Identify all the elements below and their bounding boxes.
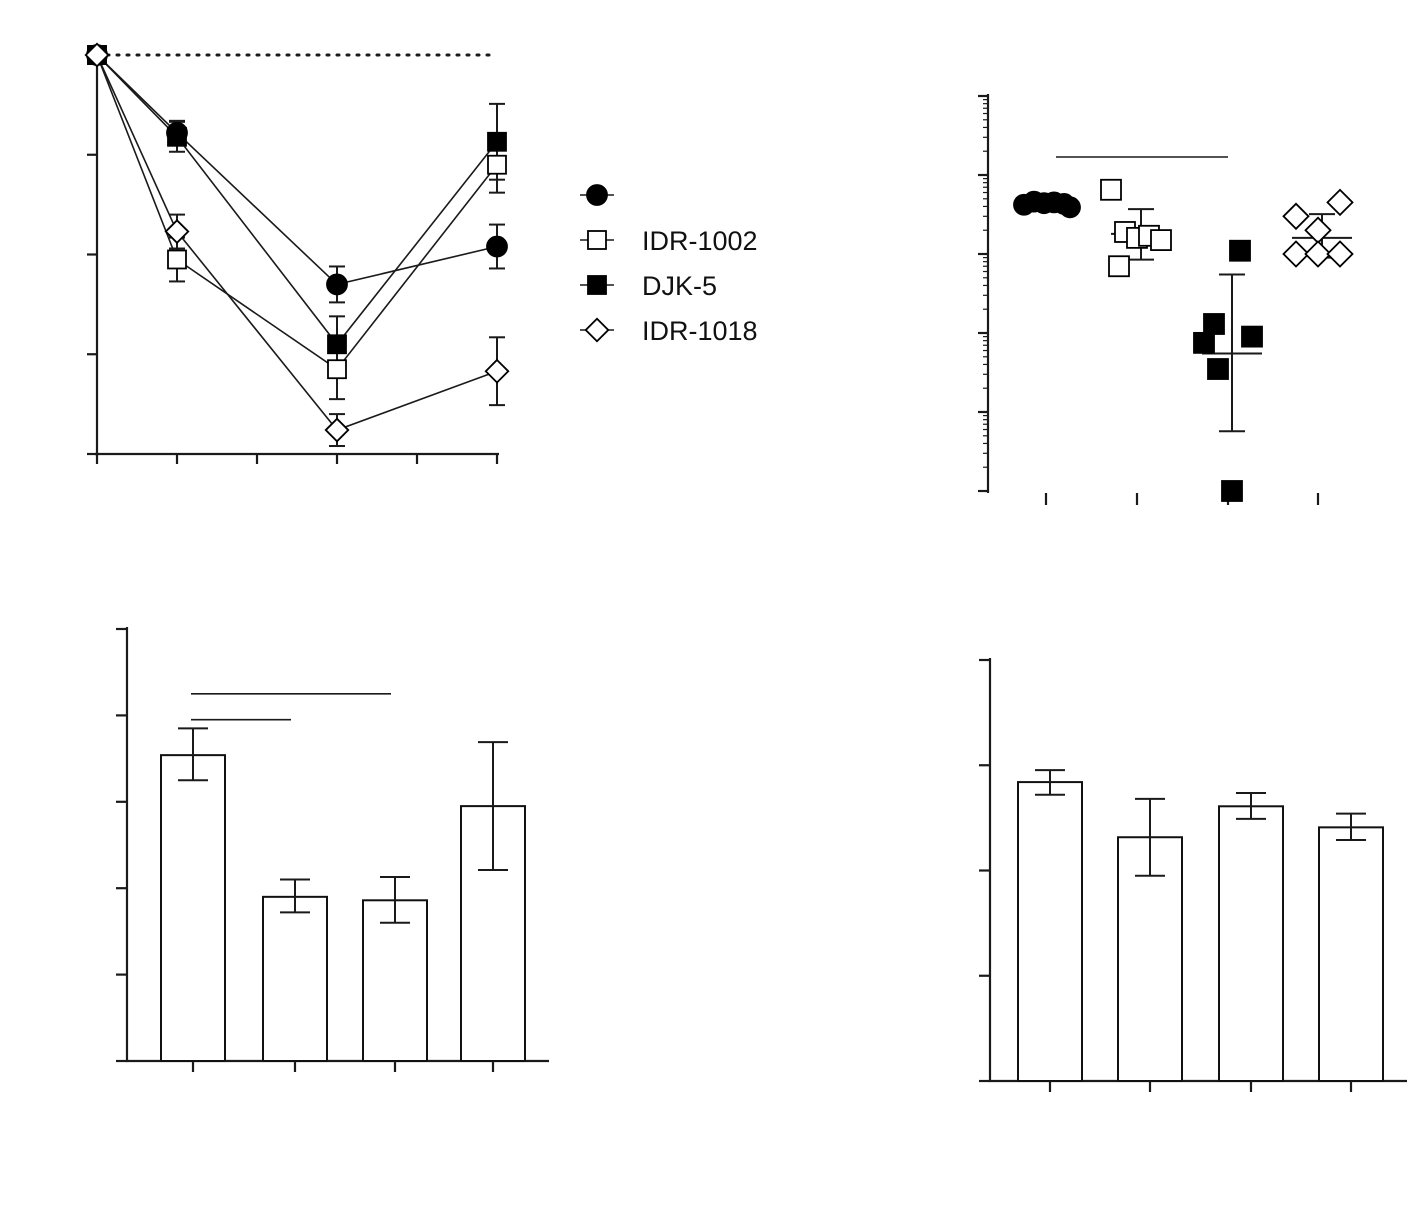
series-2-point xyxy=(487,131,507,152)
bar-2 xyxy=(1218,805,1284,1082)
series-1-point xyxy=(487,154,507,175)
series-3-point xyxy=(484,358,510,384)
series-line-1 xyxy=(96,54,498,371)
bar-0 xyxy=(1017,781,1083,1083)
category-3-data-point xyxy=(1282,202,1310,231)
category-0-data-point xyxy=(1059,196,1081,219)
legend-label: IDR-1018 xyxy=(642,316,758,346)
series-2-point xyxy=(327,334,347,355)
series-line-0 xyxy=(96,54,498,286)
legend-label: DJK-5 xyxy=(642,271,717,301)
category-2-data-point xyxy=(1221,480,1243,502)
bar-2 xyxy=(362,899,428,1063)
series-3-point xyxy=(84,42,110,68)
category-3-data-point xyxy=(1282,240,1310,268)
legend-marker xyxy=(587,230,607,250)
bar-3 xyxy=(1318,826,1384,1082)
bar-0 xyxy=(160,754,226,1062)
series-1-point xyxy=(327,359,347,380)
series-2-point xyxy=(167,126,187,147)
category-3-data-point xyxy=(1326,188,1354,217)
category-2-data-point xyxy=(1207,358,1229,380)
legend-marker xyxy=(587,275,607,295)
category-1-data-point xyxy=(1108,255,1130,278)
series-0-point xyxy=(486,235,508,258)
series-3-point xyxy=(324,417,350,443)
category-3-data-point xyxy=(1304,240,1332,268)
series-line-2 xyxy=(96,54,498,346)
legend-marker xyxy=(586,184,608,206)
category-3-data-point xyxy=(1304,216,1332,244)
bar-1 xyxy=(262,895,328,1063)
series-0-point xyxy=(326,273,348,296)
category-1-data-point xyxy=(1150,229,1172,251)
category-1-data-point xyxy=(1100,178,1122,201)
category-3-data-point xyxy=(1326,240,1354,268)
category-2-data-point xyxy=(1241,325,1263,348)
category-2-data-point xyxy=(1229,239,1251,262)
category-2-data-point xyxy=(1203,313,1225,335)
series-line-3 xyxy=(96,54,498,432)
series-1-point xyxy=(167,249,187,270)
legend-label: IDR-1002 xyxy=(642,226,758,256)
series-3-point xyxy=(164,219,190,245)
category-2-data-point xyxy=(1193,331,1215,354)
legend-marker xyxy=(584,317,610,343)
